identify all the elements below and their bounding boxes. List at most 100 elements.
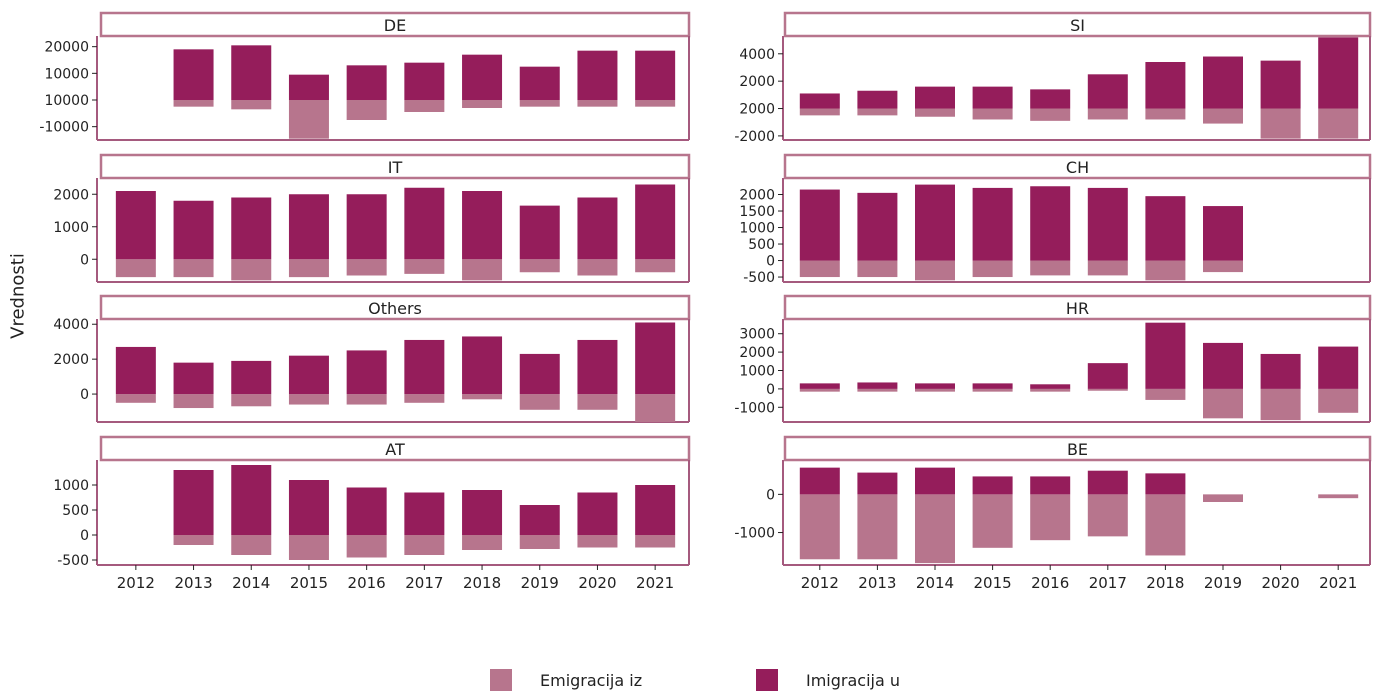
bar-immigration-ch-2012 bbox=[799, 189, 840, 261]
panel-strip-it bbox=[99, 153, 691, 180]
bar-immigration-it-2019 bbox=[519, 205, 560, 260]
y-tick-label-de: 10000 bbox=[44, 66, 89, 82]
bar-immigration-others-2018 bbox=[462, 336, 503, 395]
bar-emigration-be-2014 bbox=[915, 494, 955, 564]
bar-emigration-at-2014 bbox=[231, 535, 272, 555]
bar-immigration-hr-2017 bbox=[1087, 363, 1128, 389]
y-tick-label-hr: 2000 bbox=[739, 345, 775, 361]
bar-immigration-it-2021 bbox=[635, 184, 676, 260]
bar-immigration-be-2016 bbox=[1030, 476, 1071, 495]
bar-immigration-at-2019 bbox=[519, 505, 560, 535]
y-tick-label-at: 0 bbox=[80, 528, 89, 544]
bar-emigration-be-2015 bbox=[972, 494, 1013, 548]
bar-immigration-hr-2014 bbox=[915, 383, 955, 389]
bar-emigration-ch-2019 bbox=[1203, 260, 1243, 273]
y-tick-label-hr: -1000 bbox=[734, 400, 775, 416]
bar-immigration-de-2015 bbox=[288, 74, 329, 100]
bar-emigration-de-2018 bbox=[462, 100, 503, 108]
legend-label-immigration: Imigracija u bbox=[806, 670, 901, 690]
bar-emigration-others-2014 bbox=[231, 394, 272, 407]
y-tick-label-be: 0 bbox=[766, 487, 775, 503]
y-tick-label-be: -1000 bbox=[734, 526, 775, 542]
bar-emigration-hr-2013 bbox=[857, 388, 898, 392]
bar-emigration-si-2013 bbox=[857, 108, 898, 116]
bar-immigration-be-2015 bbox=[972, 476, 1013, 495]
bar-emigration-others-2018 bbox=[462, 394, 503, 400]
bar-emigration-others-2017 bbox=[404, 394, 445, 403]
x-tick-label-at: 2014 bbox=[232, 574, 270, 592]
bar-immigration-it-2016 bbox=[346, 194, 387, 260]
bar-emigration-it-2015 bbox=[288, 259, 329, 278]
bar-emigration-be-2012 bbox=[799, 494, 840, 560]
bar-immigration-si-2013 bbox=[857, 90, 898, 109]
bar-immigration-hr-2021 bbox=[1318, 346, 1359, 389]
panel-strip-hr bbox=[783, 294, 1372, 321]
bar-immigration-at-2013 bbox=[173, 470, 214, 535]
x-tick-label-be: 2018 bbox=[1146, 574, 1184, 592]
bar-immigration-si-2012 bbox=[799, 93, 840, 109]
y-tick-label-others: 4000 bbox=[53, 317, 89, 333]
y-tick-label-ch: 1000 bbox=[739, 221, 775, 237]
bar-immigration-be-2017 bbox=[1087, 470, 1128, 495]
panel-strip-others bbox=[99, 294, 691, 321]
y-tick-label-at: -500 bbox=[57, 553, 89, 569]
bar-emigration-de-2013 bbox=[173, 100, 214, 107]
bar-emigration-si-2014 bbox=[915, 108, 955, 117]
panel-strip-be bbox=[783, 435, 1372, 462]
bar-emigration-it-2013 bbox=[173, 259, 214, 278]
bar-emigration-de-2014 bbox=[231, 100, 272, 110]
x-tick-label-at: 2012 bbox=[117, 574, 155, 592]
bar-emigration-de-2015 bbox=[288, 100, 329, 139]
bar-immigration-at-2016 bbox=[346, 487, 387, 535]
bar-immigration-it-2014 bbox=[231, 197, 272, 260]
bar-emigration-it-2014 bbox=[231, 259, 272, 281]
bar-emigration-at-2018 bbox=[462, 535, 503, 550]
bar-immigration-others-2019 bbox=[519, 353, 560, 395]
legend-swatch-emigration bbox=[490, 669, 512, 691]
x-tick-label-at: 2013 bbox=[174, 574, 212, 592]
bar-emigration-hr-2019 bbox=[1203, 388, 1243, 419]
bar-emigration-be-2021 bbox=[1318, 494, 1359, 499]
bar-emigration-ch-2017 bbox=[1087, 260, 1128, 276]
x-tick-label-at: 2015 bbox=[290, 574, 328, 592]
y-tick-label-it: 1000 bbox=[53, 220, 89, 236]
bar-emigration-it-2017 bbox=[404, 259, 445, 274]
bar-emigration-hr-2012 bbox=[799, 388, 840, 392]
bar-emigration-others-2012 bbox=[115, 394, 156, 403]
bar-emigration-at-2016 bbox=[346, 535, 387, 558]
x-tick-label-at: 2021 bbox=[636, 574, 674, 592]
bar-immigration-si-2014 bbox=[915, 86, 955, 109]
bar-immigration-si-2019 bbox=[1203, 56, 1243, 109]
y-tick-label-de: 10000 bbox=[44, 93, 89, 109]
bar-immigration-hr-2012 bbox=[799, 383, 840, 389]
bar-immigration-hr-2015 bbox=[972, 383, 1013, 389]
panel-title-de: DE bbox=[384, 16, 406, 35]
bar-emigration-ch-2013 bbox=[857, 260, 898, 278]
bar-emigration-de-2019 bbox=[519, 100, 560, 107]
bar-immigration-it-2015 bbox=[288, 194, 329, 260]
y-tick-label-de: -10000 bbox=[39, 120, 89, 136]
bar-immigration-others-2014 bbox=[231, 360, 272, 395]
legend-swatch-immigration bbox=[756, 669, 778, 691]
bar-immigration-be-2013 bbox=[857, 472, 898, 495]
bar-immigration-de-2020 bbox=[577, 50, 618, 100]
y-tick-label-si: 2000 bbox=[739, 74, 775, 90]
bar-emigration-others-2015 bbox=[288, 394, 329, 405]
bar-immigration-it-2017 bbox=[404, 187, 445, 260]
bar-emigration-it-2019 bbox=[519, 259, 560, 273]
bar-emigration-at-2013 bbox=[173, 535, 214, 545]
bar-emigration-si-2021 bbox=[1318, 108, 1359, 139]
bar-immigration-hr-2013 bbox=[857, 382, 898, 389]
bar-emigration-be-2019 bbox=[1203, 494, 1243, 502]
y-tick-label-ch: 500 bbox=[748, 237, 775, 253]
legend-item-immigration: Imigracija u bbox=[756, 668, 900, 692]
y-tick-label-others: 2000 bbox=[53, 352, 89, 368]
bar-immigration-at-2014 bbox=[231, 465, 272, 535]
bar-immigration-de-2018 bbox=[462, 54, 503, 100]
bar-emigration-ch-2016 bbox=[1030, 260, 1071, 276]
bar-immigration-at-2021 bbox=[635, 485, 676, 535]
bar-immigration-at-2018 bbox=[462, 490, 503, 535]
bar-immigration-others-2012 bbox=[115, 346, 156, 395]
bar-emigration-ch-2014 bbox=[915, 260, 955, 281]
bar-emigration-hr-2020 bbox=[1260, 388, 1301, 421]
